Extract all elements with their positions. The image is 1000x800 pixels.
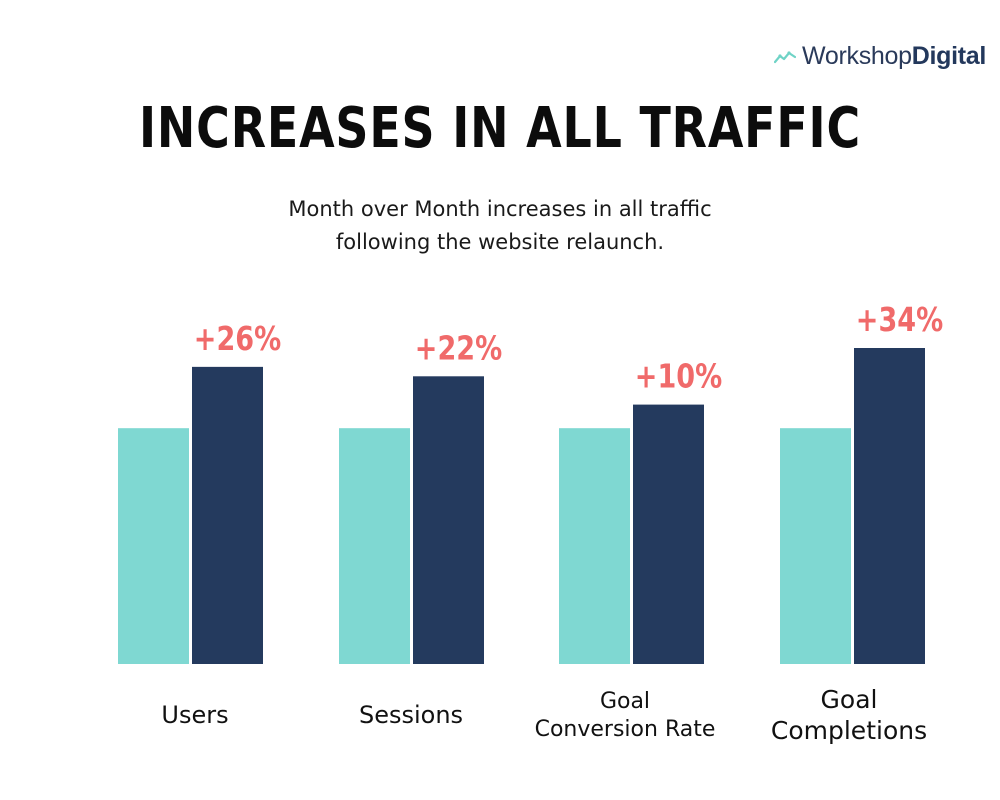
category-label-sessions: Sessions [359,701,463,729]
bar-goal-conversion-rate-current [633,404,704,664]
category-label-line: Goal [821,685,878,714]
category-label-line: Goal [600,689,650,714]
bar-users-previous [118,428,189,664]
brand-logo: WorkshopDigital [774,42,986,71]
data-label-sessions: +22% [415,330,502,368]
brand-name-bold: Digital [911,42,987,70]
category-label-goal-conversion-rate: Goal Conversion Rate [535,689,716,742]
category-label-users: Users [161,701,228,729]
category-label-line: Completions [771,716,927,745]
category-label-goal-completions: Goal Completions [771,685,927,745]
category-label-line: Conversion Rate [535,717,716,742]
bar-goal-completions-previous [780,428,851,664]
subtitle-line-1: Month over Month increases in all traffi… [288,197,712,221]
category-label-line: Sessions [359,701,463,729]
bar-sessions-current [413,376,484,664]
data-label-users: +26% [194,320,281,358]
data-label-goal-completions: +34% [856,301,943,339]
trend-line-icon [774,50,797,63]
category-label-line: Users [161,701,228,729]
brand-name: WorkshopDigital [802,42,986,71]
bar-users-current [192,366,263,664]
bar-sessions-previous [339,428,410,664]
bar-goal-conversion-rate-previous [559,428,630,664]
data-label-goal-conversion-rate: +10% [635,358,722,396]
subtitle-line-2: following the website relaunch. [335,230,665,254]
page-subtitle: Month over Month increases in all traffi… [0,193,1000,259]
brand-name-light: Workshop [802,42,912,70]
page-title: INCREASES IN ALL TRAFFIC [139,96,861,161]
bar-goal-completions-current [854,348,925,664]
